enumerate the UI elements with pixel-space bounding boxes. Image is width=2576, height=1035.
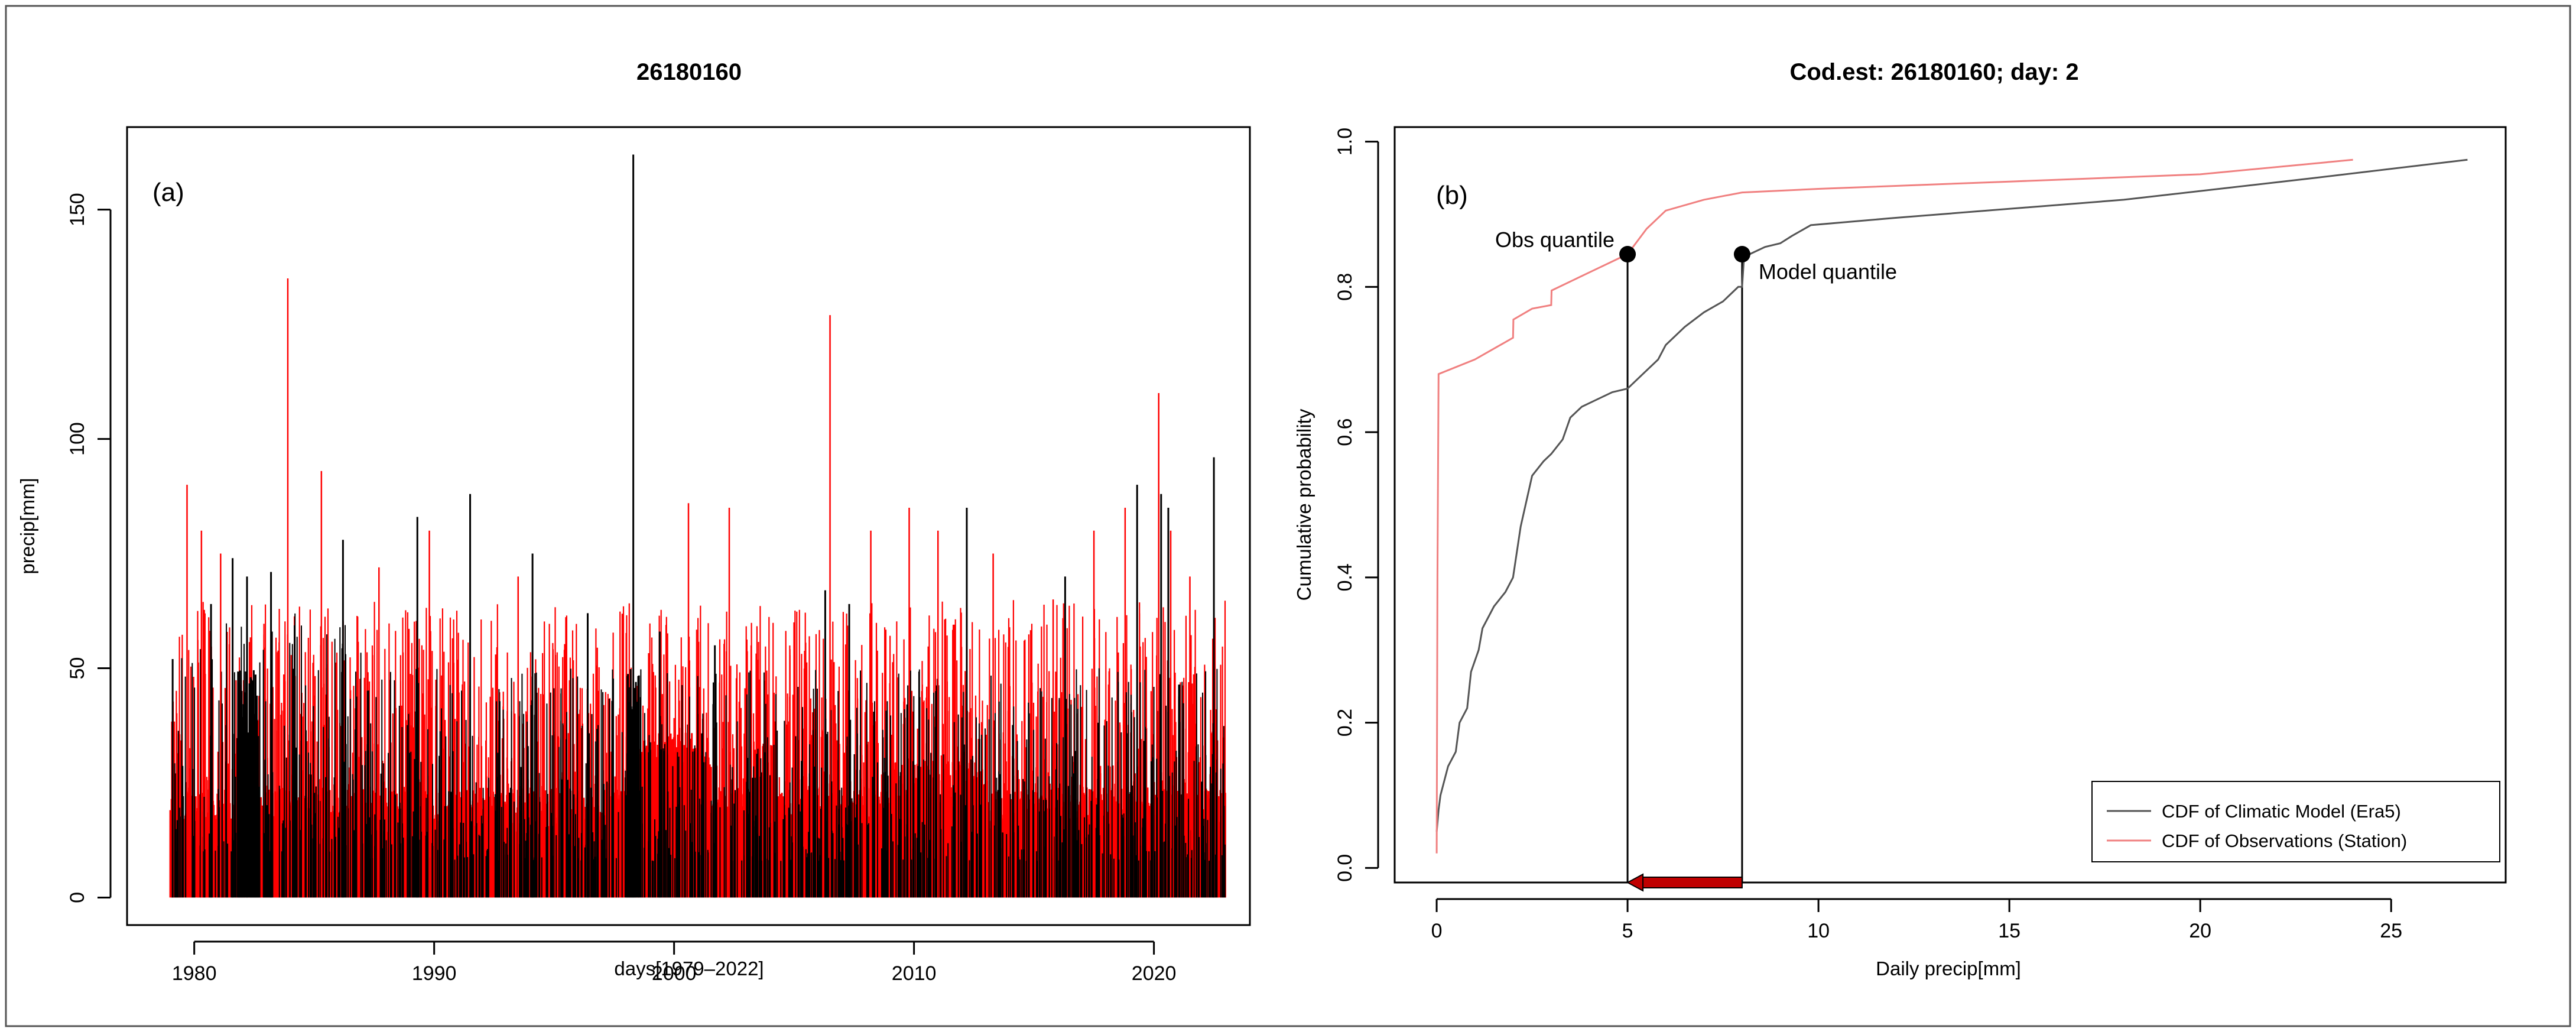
x-tick-label-a: 2010: [892, 962, 937, 985]
cdf-lines: [1435, 158, 2468, 854]
panel-a: 26180160 1980 1990 2000 2010 2020 050100150 …: [17, 59, 1251, 985]
model-daily-spikes: [174, 613, 1226, 898]
y-tick-label-b: 0.6: [1334, 418, 1356, 446]
y-tick-label-a: 100: [66, 422, 89, 456]
model-quantile-marker: [1733, 246, 1750, 263]
legend-box: [2091, 781, 2500, 862]
y-tick-label-a: 50: [66, 657, 89, 680]
y-tick-label-a: 150: [66, 193, 89, 226]
y-axis-label-b: Cumulative probability: [1293, 408, 1315, 601]
x-axis-a: 1980 1990 2000 2010 2020: [172, 940, 1177, 985]
legend: CDF of Climatic Model (Era5) CDF of Obse…: [2091, 781, 2500, 862]
panel-tag-b: (b): [1436, 181, 1468, 210]
y-axis-a: 0 50 100 150: [66, 193, 112, 903]
x-tick-label-a: 1980: [172, 962, 217, 985]
x-axis-label-b: Daily precip[mm]: [1876, 958, 2021, 979]
obs-quantile-label: Obs quantile: [1495, 228, 1615, 252]
legend-label-model: CDF of Climatic Model (Era5): [2162, 801, 2401, 822]
quantile-guides: [1626, 254, 1743, 892]
transfer-arrow-head: [1626, 873, 1644, 892]
x-tick-label-a: 2020: [1132, 962, 1177, 985]
x-tick-label-b: 0: [1431, 920, 1443, 942]
chart-title-a: 26180160: [636, 59, 742, 85]
x-tick-label-b: 20: [2189, 920, 2211, 942]
legend-label-obs: CDF of Observations (Station): [2162, 830, 2407, 851]
cdf-line-model: [1435, 158, 2468, 832]
x-axis-label-a: days[1979–2022]: [614, 958, 764, 979]
y-tick-label-b: 1.0: [1334, 128, 1356, 155]
x-tick-label-b: 10: [1807, 920, 1830, 942]
cdf-line-obs: [1435, 158, 2353, 854]
x-tick-label-b: 25: [2380, 920, 2402, 942]
x-axis-b: 0 5 10 15 20 25: [1431, 898, 2402, 942]
model-quantile-label: Model quantile: [1759, 259, 1897, 284]
transfer-arrow-shaft: [1638, 877, 1743, 888]
x-tick-label-a: 2000: [652, 962, 697, 985]
annotations-b: Obs quantile Model quantile: [1495, 228, 1897, 284]
y-tick-label-b: 0.2: [1334, 709, 1356, 736]
y-axis-b: 0.0 0.2 0.4 0.6 0.8 1.0: [1334, 128, 1379, 882]
y-axis-label-a: precip[mm]: [17, 478, 38, 574]
y-tick-label-b: 0.4: [1334, 563, 1356, 591]
chart-title-b: Cod.est: 26180160; day: 2: [1789, 59, 2078, 85]
y-tick-label-a: 0: [66, 892, 89, 903]
bars-a: [169, 154, 1226, 898]
y-tick-label-b: 0.8: [1334, 273, 1356, 301]
plot-box-b: [1393, 126, 2507, 884]
x-tick-label-a: 1990: [412, 962, 457, 985]
y-tick-label-b: 0.0: [1334, 854, 1356, 882]
x-tick-label-b: 5: [1622, 920, 1633, 942]
obs-quantile-marker: [1619, 246, 1636, 263]
panel-b: Cod.est: 26180160; day: 2 0 5 10 15 20 25 0.0…: [1293, 59, 2507, 979]
plot-box-a: [126, 126, 1251, 926]
panel-tag-a: (a): [152, 178, 184, 207]
x-tick-label-b: 15: [1998, 920, 2020, 942]
